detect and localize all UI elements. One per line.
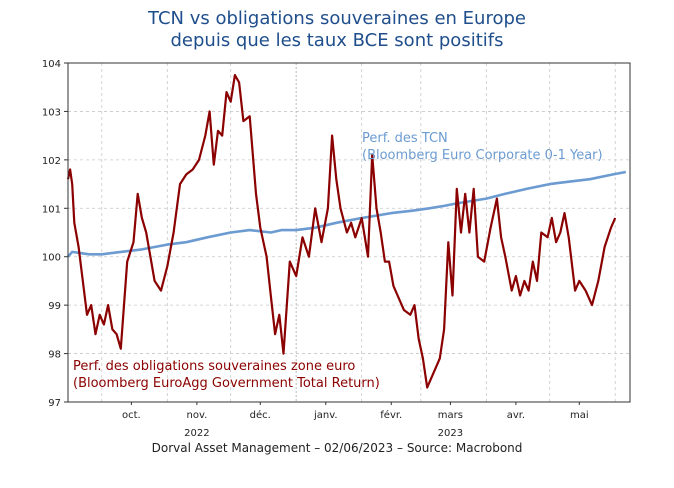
- y-tick-label: 97: [48, 398, 61, 409]
- x-tick-label: févr.: [380, 409, 402, 421]
- y-tick-label: 102: [42, 156, 61, 167]
- series-line-tcn: [67, 170, 627, 258]
- chart-title-line2: depuis que les taux BCE sont positifs: [170, 30, 504, 51]
- plot-frame: [67, 62, 631, 403]
- series-line-gov: [66, 74, 617, 389]
- grid: [68, 62, 630, 402]
- annotation-tcn-1: Perf. des TCN: [362, 131, 448, 146]
- x-tick-label: déc.: [250, 409, 271, 421]
- y-tick-label: 103: [42, 107, 61, 118]
- x-tick-label: nov.: [186, 410, 207, 421]
- annotations: Perf. des TCN (Bloomberg Euro Corporate 0…: [73, 131, 603, 391]
- chart-title-line1: TCN vs obligations souveraines en Europe: [148, 8, 526, 29]
- x-tick-label: mars: [438, 410, 463, 421]
- annotation-gov-2: (Bloomberg EuroAgg Government Total Retu…: [73, 376, 380, 391]
- annotation-tcn-2: (Bloomberg Euro Corporate 0-1 Year): [362, 148, 603, 163]
- x-tick-label: mai: [570, 410, 589, 421]
- x-tick-label: oct.: [122, 410, 141, 421]
- chart-title: TCN vs obligations souveraines en Europe…: [0, 8, 674, 52]
- y-tick-label: 100: [42, 253, 61, 264]
- axes: 97 98 99 100 101 102 103 104 oct. nov. 2022 déc. jan…: [42, 59, 631, 439]
- source-note: Dorval Asset Management – 02/06/2023 – S…: [151, 441, 523, 455]
- y-tick-label: 104: [42, 59, 61, 70]
- x-tick-label: avr.: [507, 410, 525, 421]
- series-group: [66, 74, 627, 389]
- x-tick-label: janv.: [313, 410, 338, 421]
- y-tick-label: 101: [42, 204, 61, 215]
- annotation-gov-1: Perf. des obligations souveraines zone e…: [73, 359, 355, 374]
- y-tick-label: 99: [48, 301, 61, 312]
- x-year-label: 2022: [184, 428, 209, 439]
- y-tick-label: 98: [48, 350, 61, 361]
- chart-svg: 97 98 99 100 101 102 103 104 oct. nov. 2022 déc. jan…: [42, 59, 631, 439]
- x-year-label: 2023: [438, 428, 463, 439]
